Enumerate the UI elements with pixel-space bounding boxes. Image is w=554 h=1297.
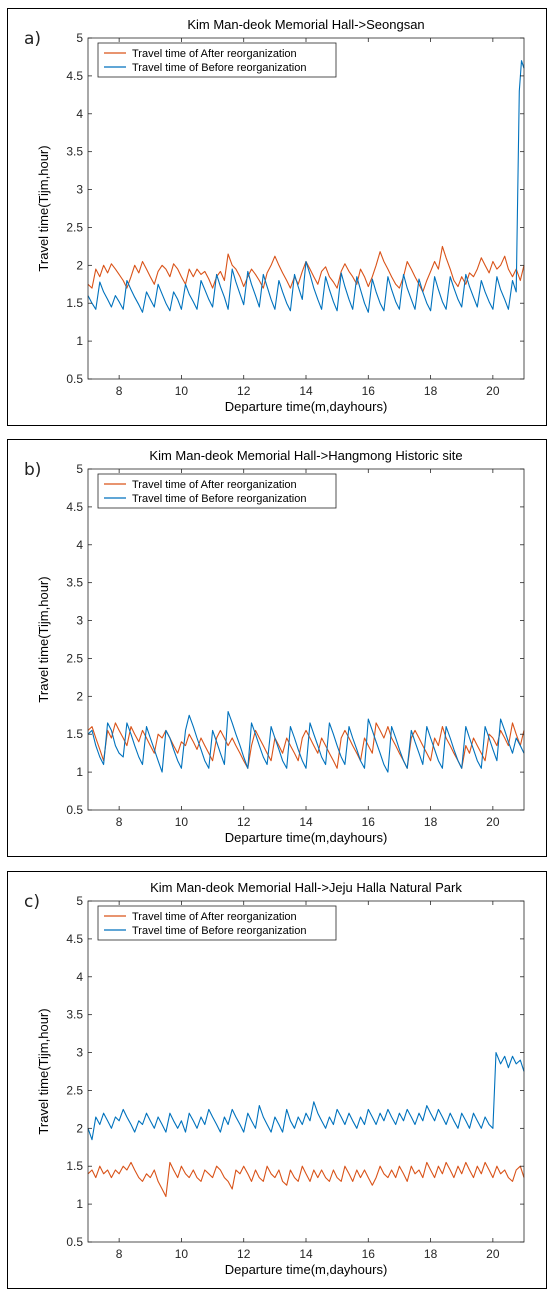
x-tick-label: 14 <box>299 384 313 398</box>
y-tick-label: 1 <box>76 1197 83 1211</box>
panel-label: a) <box>24 29 42 49</box>
chart-title: Kim Man-deok Memorial Hall->Jeju Halla N… <box>150 880 462 895</box>
y-tick-label: 1.5 <box>66 1159 83 1173</box>
x-tick-label: 18 <box>424 1247 438 1261</box>
x-tick-label: 14 <box>299 815 313 829</box>
legend-entry: Travel time of After reorganization <box>132 911 297 923</box>
y-tick-label: 0.5 <box>66 803 83 817</box>
legend-entry: Travel time of Before reorganization <box>132 493 306 505</box>
y-tick-label: 5 <box>76 894 83 908</box>
y-tick-label: 3 <box>76 614 83 628</box>
legend-box <box>97 473 337 509</box>
x-tick-label: 12 <box>237 815 251 829</box>
y-tick-label: 2 <box>76 258 83 272</box>
y-tick-label: 0.5 <box>66 372 83 386</box>
x-axis-label: Departure time(m,dayhours) <box>225 1262 388 1277</box>
x-tick-label: 14 <box>299 1247 313 1261</box>
x-tick-label: 20 <box>486 384 500 398</box>
plot-frame <box>87 900 525 1243</box>
y-tick-label: 2.5 <box>66 1083 83 1097</box>
chart-panel-b: b) Kim Man-deok Memorial Hall->Hangmong … <box>7 439 547 857</box>
y-tick-label: 3.5 <box>66 1008 83 1022</box>
y-tick-label: 5 <box>76 462 83 476</box>
series-after-line <box>87 245 525 293</box>
y-axis-label: Travel time(Tijm,hour) <box>36 145 51 271</box>
panel-label: c) <box>24 892 40 912</box>
x-tick-label: 8 <box>116 384 123 398</box>
y-tick-label: 4 <box>76 538 83 552</box>
legend-entry: Travel time of Before reorganization <box>132 925 306 937</box>
y-tick-label: 2.5 <box>66 651 83 665</box>
x-tick-label: 12 <box>237 384 251 398</box>
y-tick-label: 4 <box>76 970 83 984</box>
chart-panel-c: c) Kim Man-deok Memorial Hall->Jeju Hall… <box>7 871 547 1289</box>
y-tick-label: 1.5 <box>66 727 83 741</box>
y-tick-label: 5 <box>76 31 83 45</box>
chart-panel-a: a) Kim Man-deok Memorial Hall->Seongsan 0… <box>7 8 547 426</box>
x-axis-label: Departure time(m,dayhours) <box>225 830 388 845</box>
legend-entry: Travel time of After reorganization <box>132 479 297 491</box>
x-axis-label: Departure time(m,dayhours) <box>225 399 388 414</box>
series-before-line <box>87 710 525 773</box>
x-tick-label: 8 <box>116 815 123 829</box>
panel-label: b) <box>24 460 42 480</box>
x-tick-label: 16 <box>362 815 376 829</box>
x-tick-label: 18 <box>424 815 438 829</box>
y-tick-label: 4.5 <box>66 500 83 514</box>
y-tick-label: 2 <box>76 689 83 703</box>
y-tick-label: 4.5 <box>66 932 83 946</box>
x-tick-label: 18 <box>424 384 438 398</box>
legend-box <box>97 42 337 78</box>
legend-entry: Travel time of Before reorganization <box>132 62 306 74</box>
x-tick-label: 20 <box>486 815 500 829</box>
legend-box <box>97 905 337 941</box>
y-tick-label: 3 <box>76 1046 83 1060</box>
legend-entry: Travel time of After reorganization <box>132 48 297 60</box>
chart-c: Kim Man-deok Memorial Hall->Jeju Halla N… <box>36 880 525 1277</box>
x-tick-label: 10 <box>175 384 189 398</box>
y-tick-label: 0.5 <box>66 1235 83 1249</box>
x-tick-label: 10 <box>175 1247 189 1261</box>
x-tick-label: 12 <box>237 1247 251 1261</box>
y-tick-label: 2.5 <box>66 220 83 234</box>
chart-a: Kim Man-deok Memorial Hall->Seongsan 0.5 1… <box>36 17 525 414</box>
chart-b: Kim Man-deok Memorial Hall->Hangmong His… <box>36 448 525 845</box>
y-tick-label: 1 <box>76 765 83 779</box>
series-after-line <box>87 1161 525 1198</box>
y-axis-label: Travel time(Tijm,hour) <box>36 1008 51 1134</box>
y-tick-label: 3 <box>76 183 83 197</box>
plot-frame <box>87 468 525 811</box>
y-tick-label: 4.5 <box>66 69 83 83</box>
series-before-line <box>87 60 525 313</box>
y-tick-label: 2 <box>76 1121 83 1135</box>
x-tick-label: 20 <box>486 1247 500 1261</box>
y-axis-label: Travel time(Tijm,hour) <box>36 576 51 702</box>
series-after-line <box>87 722 525 769</box>
y-tick-label: 1.5 <box>66 296 83 310</box>
x-tick-label: 10 <box>175 815 189 829</box>
x-tick-label: 8 <box>116 1247 123 1261</box>
y-tick-label: 1 <box>76 334 83 348</box>
y-tick-label: 4 <box>76 107 83 121</box>
x-tick-label: 16 <box>362 1247 376 1261</box>
y-tick-label: 3.5 <box>66 145 83 159</box>
plot-frame <box>87 37 525 380</box>
chart-title: Kim Man-deok Memorial Hall->Hangmong His… <box>149 448 462 463</box>
chart-title: Kim Man-deok Memorial Hall->Seongsan <box>187 17 424 32</box>
series-before-line <box>87 1052 525 1141</box>
y-tick-label: 3.5 <box>66 576 83 590</box>
x-tick-label: 16 <box>362 384 376 398</box>
